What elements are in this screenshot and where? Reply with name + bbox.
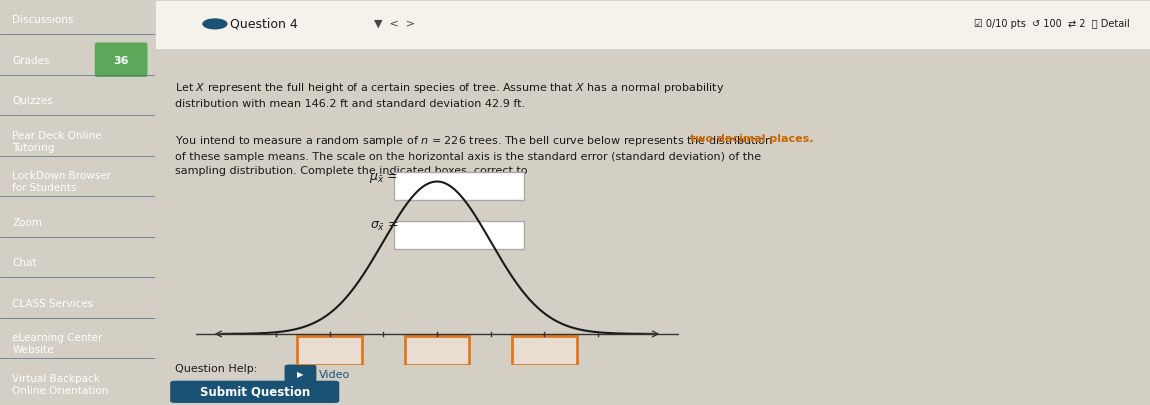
Text: Virtual Backpack
Online Orientation: Virtual Backpack Online Orientation (13, 374, 109, 396)
FancyBboxPatch shape (512, 336, 577, 364)
Text: Quizzes: Quizzes (13, 96, 53, 106)
FancyBboxPatch shape (393, 172, 524, 200)
Text: $\sigma_{\bar{x}}$ =: $\sigma_{\bar{x}}$ = (369, 220, 398, 233)
Text: CLASS Services: CLASS Services (13, 299, 93, 309)
Text: ▼  <  >: ▼ < > (374, 19, 415, 29)
FancyBboxPatch shape (155, 0, 1150, 49)
Text: ▶: ▶ (297, 370, 304, 379)
FancyBboxPatch shape (284, 364, 316, 385)
Text: Question 4: Question 4 (230, 17, 298, 30)
Text: 36: 36 (114, 56, 129, 66)
Text: Let $\mathit{X}$ represent the full height of a certain species of tree. Assume : Let $\mathit{X}$ represent the full heig… (175, 81, 724, 109)
FancyBboxPatch shape (405, 336, 469, 364)
Text: Submit Question: Submit Question (200, 386, 309, 399)
Text: Grades: Grades (13, 56, 49, 66)
FancyBboxPatch shape (170, 381, 339, 403)
Text: LockDown Browser
for Students: LockDown Browser for Students (13, 171, 112, 193)
FancyBboxPatch shape (393, 221, 524, 249)
Text: two decimal places.: two decimal places. (690, 134, 814, 144)
FancyBboxPatch shape (297, 336, 362, 364)
Text: eLearning Center
Website: eLearning Center Website (13, 333, 102, 355)
Circle shape (204, 19, 227, 29)
Text: Discussions: Discussions (13, 15, 74, 25)
Text: ☑ 0/10 pts  ↺ 100  ⇄ 2  ⓘ Detail: ☑ 0/10 pts ↺ 100 ⇄ 2 ⓘ Detail (974, 19, 1130, 29)
Text: Video: Video (320, 370, 351, 379)
Text: Chat: Chat (13, 258, 37, 268)
Text: Question Help:: Question Help: (175, 364, 258, 373)
Text: Pear Deck Online
Tutoring: Pear Deck Online Tutoring (13, 131, 102, 153)
Text: $\mu_{\bar{x}}$ =: $\mu_{\bar{x}}$ = (369, 171, 398, 185)
FancyBboxPatch shape (94, 43, 147, 77)
Text: You intend to measure a random sample of $\mathit{n}$ = 226 trees. The bell curv: You intend to measure a random sample of… (175, 134, 773, 176)
Text: Zoom: Zoom (13, 218, 43, 228)
